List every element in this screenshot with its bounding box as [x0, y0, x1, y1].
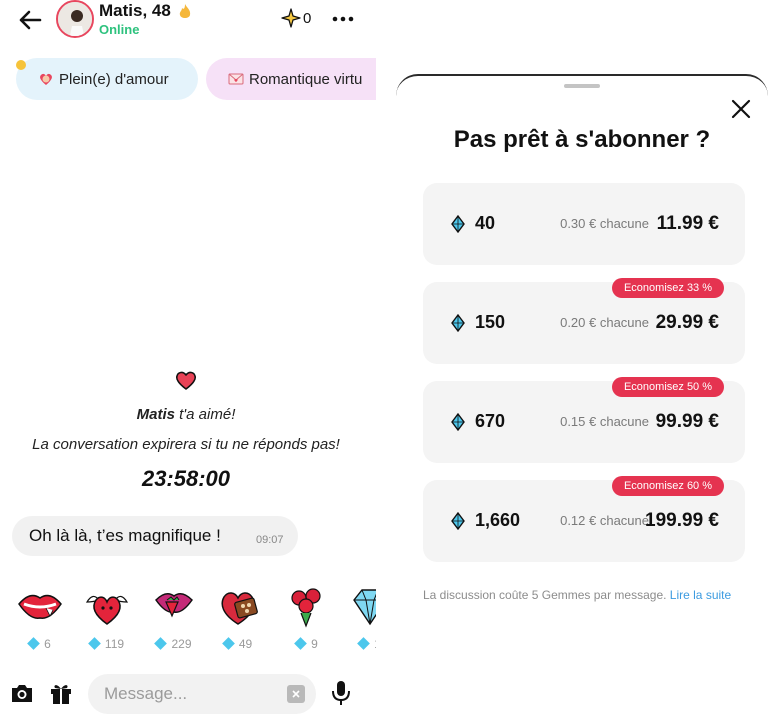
profile-name-text: Matis, 48	[99, 1, 171, 20]
footer-text: La discussion coûte 5 Gemmes par message…	[423, 588, 667, 602]
gem-icon	[27, 637, 41, 650]
read-more-link[interactable]: Lire la suite	[669, 588, 732, 602]
sheet-title: Pas prêt à s'abonner ?	[453, 126, 711, 153]
sheet-footer: La discussion coûte 5 Gemmes par message…	[423, 588, 763, 602]
winged-heart-sticker-icon	[85, 595, 129, 625]
chat-header: Matis, 48 Online 0	[0, 0, 376, 44]
pack-quantity: 40	[475, 213, 496, 233]
sparkle-counter[interactable]: 0	[281, 8, 311, 28]
sticker-price: 49	[212, 637, 264, 651]
gem-icon	[154, 637, 168, 650]
sparkle-icon	[281, 8, 301, 28]
sticker-winged-heart[interactable]: 119	[81, 586, 133, 652]
discount-badge: Economisez 60 %	[612, 476, 724, 496]
pack-quantity: 150	[475, 312, 506, 332]
mood-chips: Plein(e) d'amour Romantique virtu	[16, 58, 376, 102]
sticker-price-value: 9	[311, 637, 318, 651]
camera-icon[interactable]	[9, 680, 35, 706]
gift-icon[interactable]	[48, 680, 74, 706]
notification-dot	[16, 60, 26, 70]
sticker-lips-bite[interactable]: 6	[14, 586, 66, 652]
gem-icon	[221, 637, 235, 650]
microphone-icon[interactable]	[330, 680, 352, 706]
clear-input-button[interactable]	[287, 685, 305, 703]
message-input[interactable]	[88, 674, 316, 714]
liked-notice: Matis t'a aimé!	[0, 406, 372, 423]
lips-strawberry-sticker-icon	[155, 593, 193, 618]
pack-quantity: 1,660	[475, 510, 521, 530]
discount-badge: Economisez 33 %	[612, 278, 724, 298]
sticker-tray: 6 119 229 49	[0, 586, 376, 656]
gems-purchase-sheet: Pas prêt à s'abonner ? 40 0.30 € chacune…	[396, 74, 768, 720]
discount-badge: Economisez 50 %	[612, 377, 724, 397]
sticker-price: 119	[81, 637, 133, 651]
pack-price: 199.99 €	[645, 510, 719, 531]
chip-label: Romantique virtu	[249, 70, 363, 88]
liked-text: t'a aimé!	[174, 406, 236, 423]
diamond-sticker-icon	[353, 589, 376, 626]
chip-plein-amour[interactable]: Plein(e) d'amour	[16, 58, 198, 100]
chip-romantique[interactable]: Romantique virtu	[206, 58, 376, 100]
pack-quantity: 670	[475, 411, 506, 431]
close-icon[interactable]	[730, 98, 752, 120]
sheet-drag-handle[interactable]	[564, 84, 600, 88]
avatar-photo	[58, 2, 92, 36]
gem-icon	[88, 637, 101, 650]
gem-icon	[294, 637, 308, 650]
message-composer	[0, 672, 376, 716]
sticker-price: 229	[148, 637, 200, 651]
sticker-chocolate-box[interactable]: 49	[212, 586, 264, 652]
sticker-price-value: 6	[44, 637, 51, 651]
pack-price: 11.99 €	[656, 213, 719, 234]
pack-price: 99.99 €	[655, 411, 719, 432]
gem-icon	[451, 413, 465, 431]
sparkle-count: 0	[303, 9, 312, 27]
sticker-price-value: 119	[104, 637, 125, 651]
gem-icon	[451, 512, 465, 530]
sticker-diamond[interactable]: 1	[344, 586, 376, 652]
sticker-price-value: 229	[171, 637, 192, 651]
pack-unit-price: 0.20 € chacune	[560, 315, 649, 330]
pack-unit-price: 0.15 € chacune	[560, 414, 649, 429]
chip-label: Plein(e) d'amour	[59, 70, 169, 88]
close-icon	[292, 690, 300, 698]
chat-screen: Matis, 48 Online 0 Plein(e) d'amour	[0, 0, 376, 720]
online-status: Online	[99, 22, 140, 37]
pack-unit-price: 0.12 € chacune	[560, 513, 649, 528]
gem-pack-40[interactable]: 40 0.30 € chacune 11.99 €	[423, 183, 745, 265]
lips-sticker-icon	[18, 594, 62, 619]
message-text: Oh là là, t’es magnifique !	[29, 526, 221, 545]
more-options-icon[interactable]	[331, 10, 355, 28]
sticker-lips-strawberry[interactable]: 229	[148, 586, 200, 652]
avatar[interactable]	[56, 0, 94, 38]
heart-emoji-icon	[40, 73, 52, 85]
flame-icon	[179, 3, 190, 18]
gem-icon	[451, 314, 465, 332]
message-bubble[interactable]: Oh là là, t’es magnifique ! 09:07	[12, 516, 298, 556]
sticker-rose-bouquet[interactable]: 9	[281, 586, 333, 652]
expire-notice: La conversation expirera si tu ne répond…	[32, 436, 340, 453]
sticker-price: 1	[344, 637, 376, 651]
chocolate-box-sticker-icon	[221, 592, 258, 625]
profile-name[interactable]: Matis, 48	[99, 1, 191, 21]
back-arrow-icon[interactable]	[16, 6, 44, 34]
gem-icon	[357, 637, 371, 650]
pack-price: 29.99 €	[655, 312, 719, 333]
heart-icon	[175, 371, 197, 390]
sticker-price: 6	[14, 637, 66, 651]
love-letter-icon	[228, 73, 244, 85]
sticker-price: 9	[281, 637, 333, 651]
sticker-price-value: 1	[374, 637, 376, 651]
message-time: 09:07	[256, 534, 284, 546]
pack-unit-price: 0.30 € chacune	[560, 216, 649, 231]
rose-bouquet-sticker-icon	[291, 588, 321, 628]
sticker-price-value: 49	[238, 637, 253, 651]
countdown-timer: 23:58:00	[141, 466, 231, 491]
liker-name: Matis	[136, 406, 175, 423]
gem-icon	[451, 215, 465, 233]
